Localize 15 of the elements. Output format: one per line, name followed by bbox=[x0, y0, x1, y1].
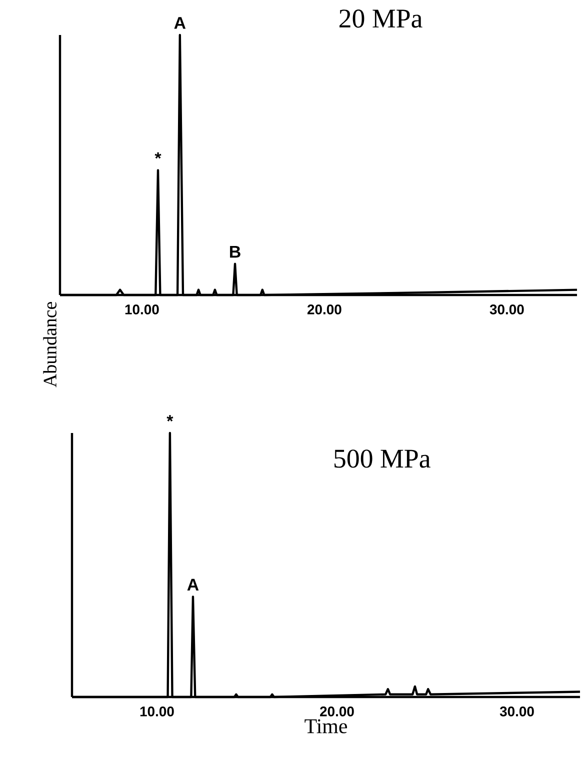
x-tick-label: 10.00 bbox=[140, 706, 174, 716]
x-tick-label: 30.00 bbox=[500, 706, 534, 716]
x-tick-label: 20.00 bbox=[307, 304, 342, 314]
annotation: * bbox=[166, 415, 174, 422]
annotation: A bbox=[187, 578, 199, 590]
annotation: A bbox=[174, 17, 186, 29]
x-tick-label: 30.00 bbox=[490, 304, 524, 314]
x-tick-label: 10.00 bbox=[125, 304, 159, 314]
chart-title: 500 MPa bbox=[334, 450, 430, 468]
y-axis-title: Abundance bbox=[43, 302, 56, 388]
annotation: B bbox=[230, 246, 240, 258]
chart-title: 20 MPa bbox=[340, 10, 422, 28]
x-tick-label: 20.00 bbox=[320, 706, 354, 716]
annotation: * bbox=[154, 152, 162, 159]
x-axis-title: Time bbox=[304, 719, 348, 734]
